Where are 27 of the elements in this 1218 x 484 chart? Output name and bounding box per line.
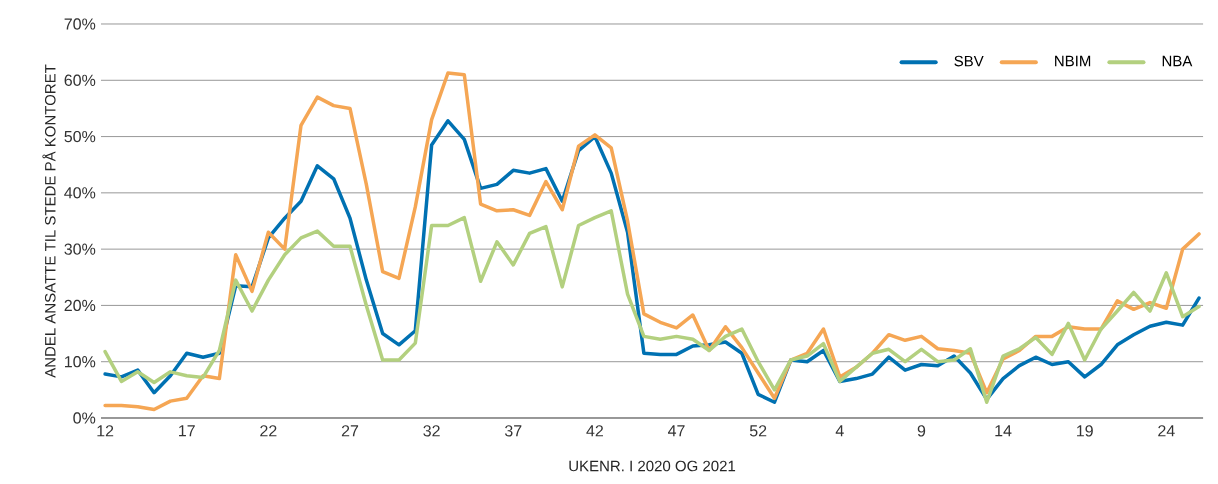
x-tick-label: 32 — [423, 425, 440, 437]
y-tick-label: 40% — [64, 187, 96, 199]
y-tick-label: 0% — [73, 412, 96, 424]
x-tick-label: 14 — [995, 425, 1012, 437]
y-tick-label: 60% — [64, 74, 96, 86]
legend-label: NBIM — [1055, 55, 1091, 67]
x-tick-label: 42 — [586, 425, 603, 437]
x-tick-label: 27 — [341, 425, 359, 437]
y-tick-label: 30% — [64, 243, 96, 255]
x-tick-label: 47 — [667, 425, 685, 437]
legend-label: SBV — [954, 55, 984, 67]
y-tick-label: 20% — [64, 299, 96, 312]
legend-label: NBA — [1162, 55, 1193, 67]
x-axis-title: UKENR. I 2020 OG 2021 — [569, 460, 736, 472]
x-tick-label: 37 — [504, 425, 522, 437]
x-tick-label: 52 — [749, 425, 767, 437]
x-tick-label: 9 — [917, 425, 926, 437]
y-tick-label: 50% — [64, 130, 96, 143]
x-tick-label: 12 — [97, 425, 114, 437]
x-tick-label: 19 — [1077, 425, 1093, 437]
x-tick-label: 24 — [1158, 425, 1175, 437]
x-tick-label: 4 — [835, 425, 844, 437]
y-axis-title: ANDEL ANSATTE TIL STEDE PÅ KONTORET — [42, 64, 56, 378]
y-tick-label: 70% — [64, 18, 96, 30]
x-tick-label: 22 — [260, 425, 277, 437]
x-tick-label: 17 — [179, 425, 195, 437]
y-tick-label: 10% — [65, 356, 96, 368]
